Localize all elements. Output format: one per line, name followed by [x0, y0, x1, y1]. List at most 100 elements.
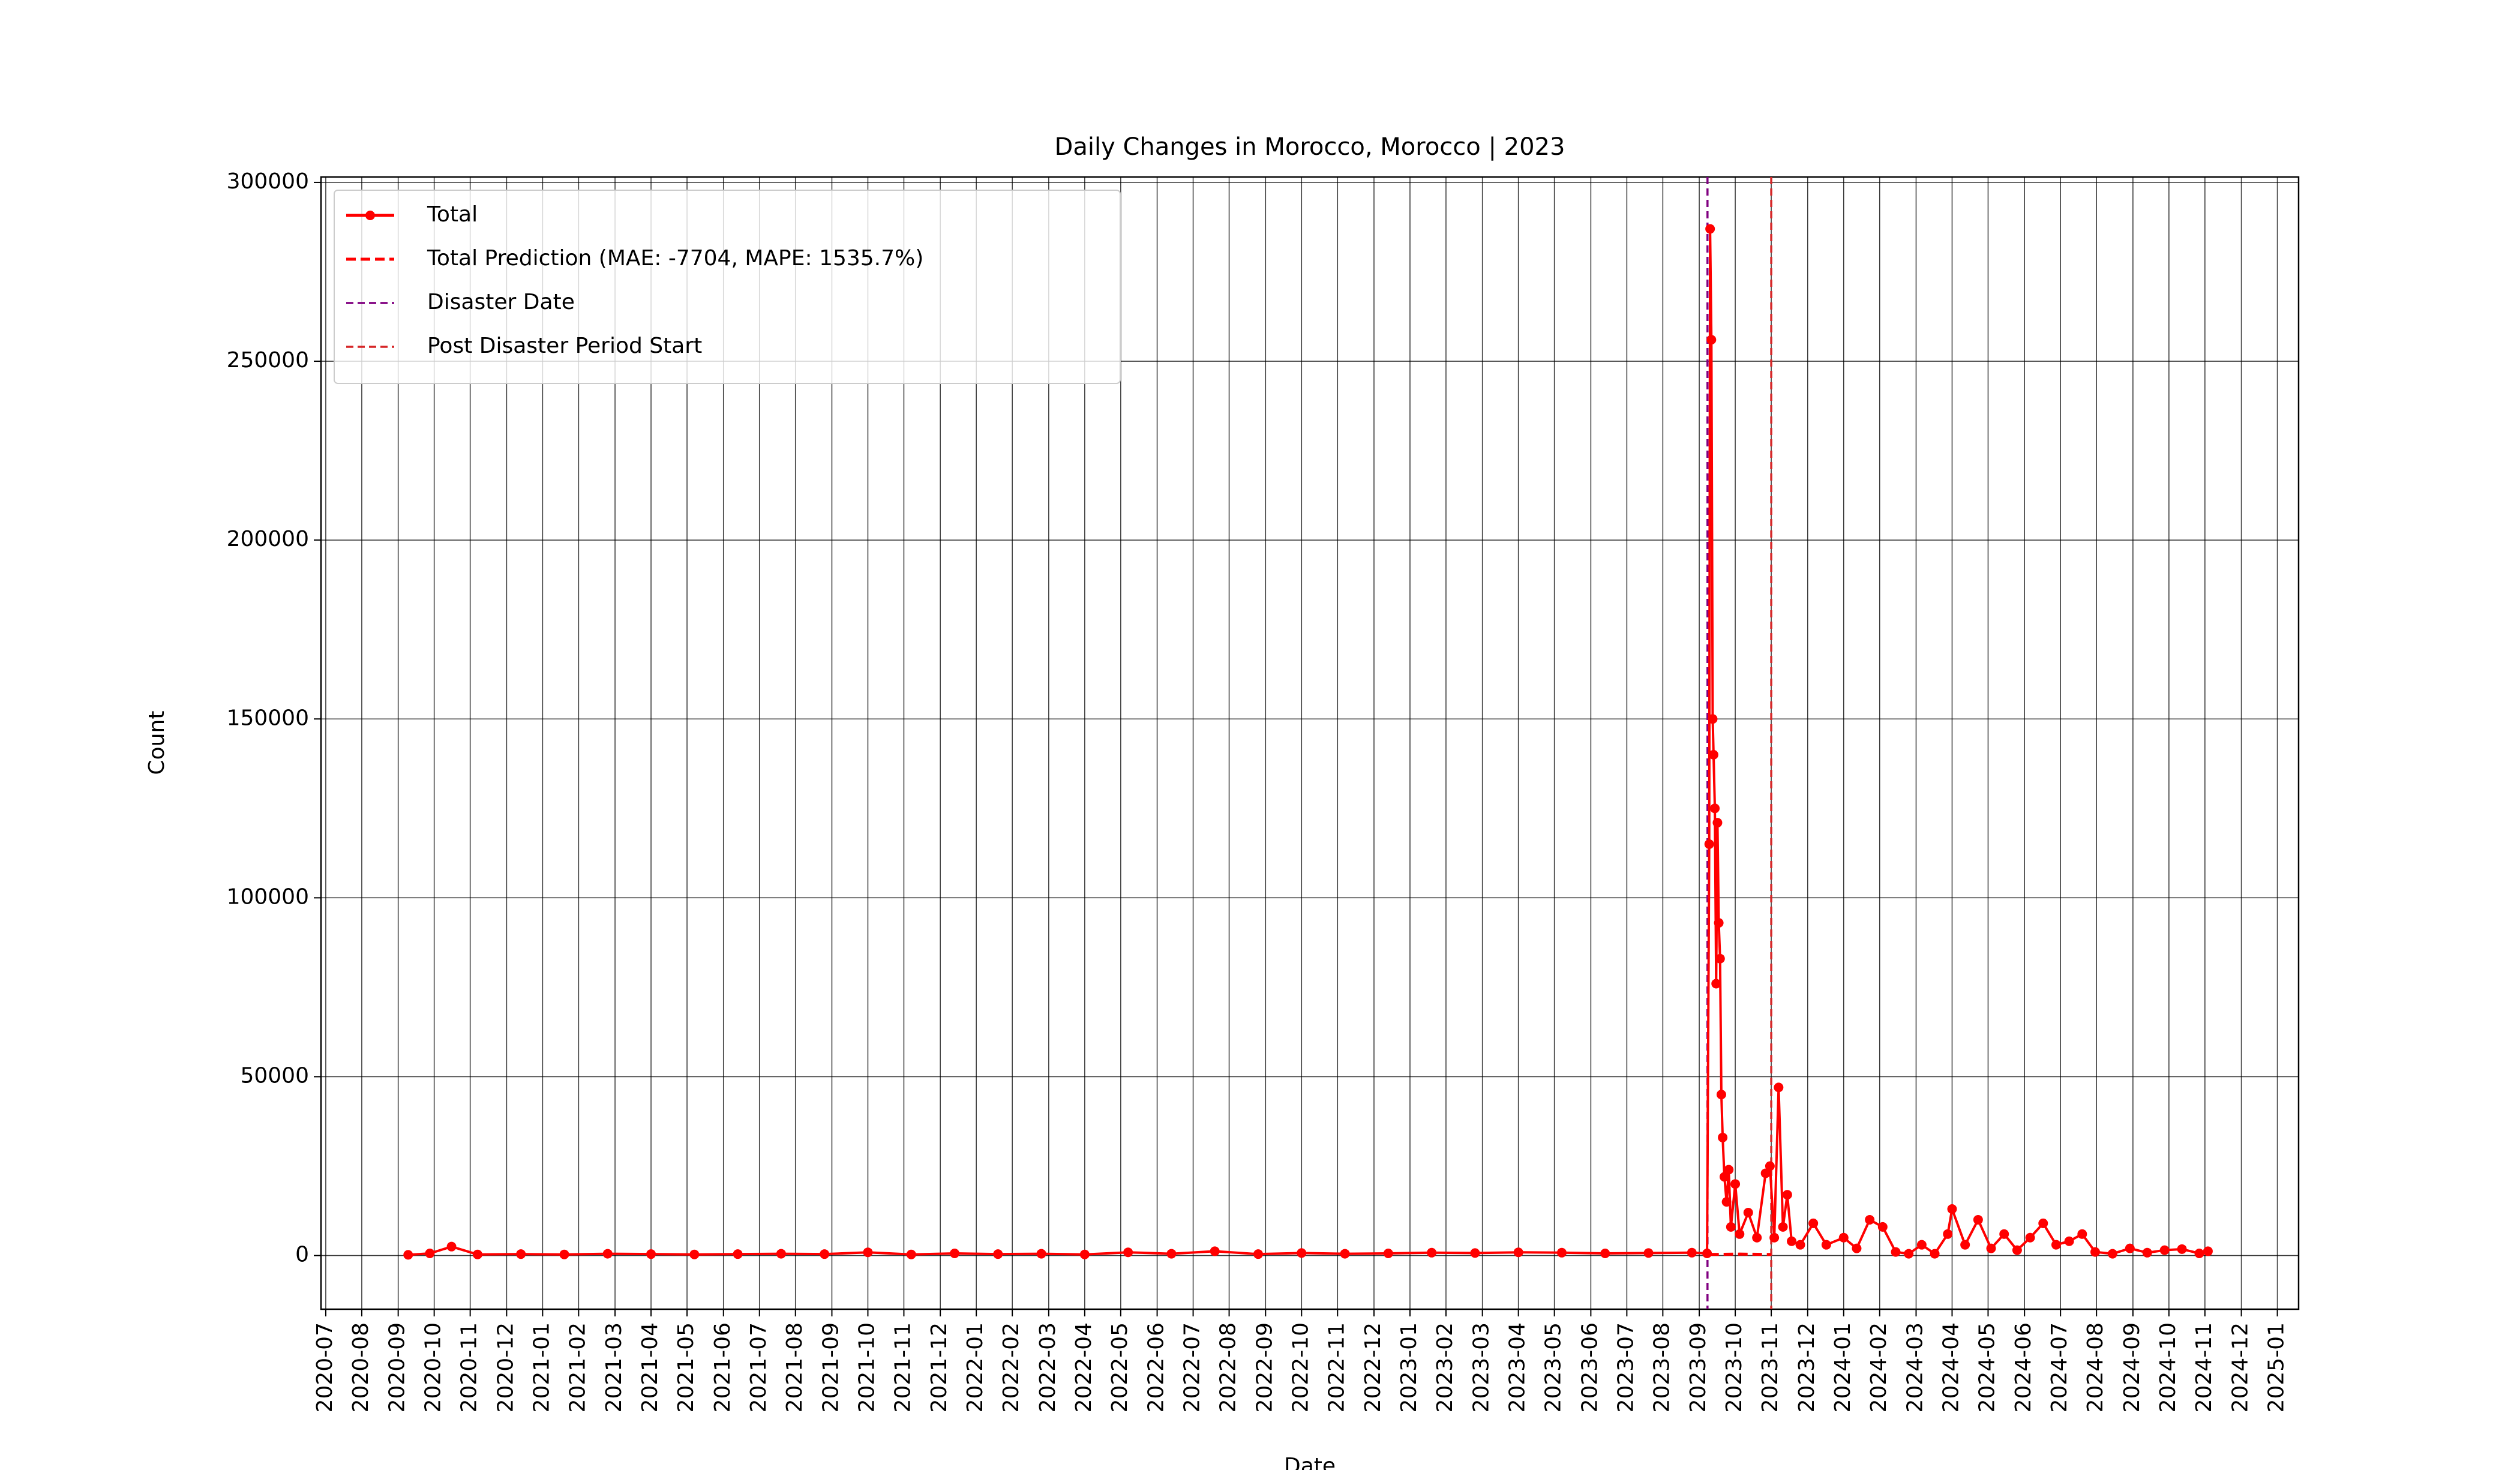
- data-point: [1297, 1248, 1307, 1258]
- x-tick-label: 2024-10: [2156, 1322, 2180, 1412]
- data-point: [1838, 1232, 1849, 1243]
- data-point: [425, 1248, 435, 1258]
- x-tick-label: 2024-01: [1831, 1322, 1855, 1412]
- data-point: [2025, 1232, 2035, 1243]
- x-tick-label: 2022-03: [1036, 1322, 1060, 1412]
- data-point: [906, 1249, 916, 1259]
- x-tick-label: 2023-05: [1541, 1322, 1566, 1412]
- legend-label: Disaster Date: [427, 290, 575, 314]
- data-point: [1036, 1249, 1046, 1259]
- data-point: [1708, 714, 1718, 724]
- data-point: [1973, 1214, 1983, 1225]
- x-tick-label: 2022-08: [1216, 1322, 1241, 1412]
- y-tick-label: 200000: [227, 527, 309, 551]
- x-tick-label: 2021-08: [782, 1322, 807, 1412]
- data-point: [1752, 1232, 1762, 1243]
- x-tick-label: 2021-11: [890, 1322, 915, 1412]
- data-point: [1704, 839, 1714, 849]
- data-point: [2012, 1245, 2022, 1255]
- x-tick-label: 2024-02: [1867, 1322, 1891, 1412]
- x-tick-label: 2020-10: [421, 1322, 446, 1412]
- x-tick-label: 2023-06: [1577, 1322, 1602, 1412]
- x-tick-label: 2023-02: [1433, 1322, 1457, 1412]
- data-point: [403, 1250, 413, 1260]
- plot-frame: [320, 176, 2300, 1310]
- data-point: [1877, 1222, 1888, 1232]
- x-tick-label: 2020-08: [349, 1322, 373, 1412]
- data-point: [1706, 335, 1717, 345]
- x-tick-label: 2022-04: [1072, 1322, 1096, 1412]
- data-point: [1821, 1240, 1831, 1250]
- data-point: [1079, 1249, 1090, 1259]
- data-point: [2142, 1247, 2152, 1258]
- data-point: [1865, 1214, 1875, 1225]
- x-tick-label: 2022-06: [1144, 1322, 1169, 1412]
- x-tick-label: 2020-09: [385, 1322, 410, 1412]
- data-point: [1427, 1247, 1437, 1258]
- x-tick-label: 2024-09: [2120, 1322, 2144, 1412]
- x-tick-label: 2023-11: [1758, 1322, 1783, 1412]
- x-tick-label: 2022-09: [1252, 1322, 1277, 1412]
- series-line: [1709, 1252, 1772, 1256]
- data-point: [1986, 1243, 1996, 1253]
- data-point: [1166, 1249, 1177, 1259]
- data-point: [1782, 1190, 1792, 1200]
- x-tick-label: 2023-09: [1686, 1322, 1711, 1412]
- data-point: [1943, 1229, 1953, 1239]
- data-point: [1947, 1204, 1957, 1214]
- data-point: [2090, 1247, 2101, 1257]
- data-point: [733, 1249, 743, 1259]
- x-tick-label: 2024-08: [2083, 1322, 2108, 1412]
- data-point: [1715, 953, 1725, 964]
- x-tick-label: 2023-03: [1469, 1322, 1494, 1412]
- x-tick-label: 2023-10: [1722, 1322, 1747, 1412]
- y-tick-label: 250000: [227, 348, 309, 373]
- data-point: [1787, 1236, 1797, 1246]
- x-tick-label: 2021-02: [565, 1322, 590, 1412]
- data-point: [1210, 1246, 1220, 1256]
- data-point: [2038, 1218, 2048, 1228]
- x-tick-label: 2021-01: [529, 1322, 554, 1412]
- x-tick-label: 2022-07: [1180, 1322, 1205, 1412]
- x-tick-label: 2023-01: [1397, 1322, 1421, 1412]
- legend-label: Total Prediction (MAE: -7704, MAPE: 1535…: [427, 246, 923, 271]
- x-axis-label: Date: [1284, 1454, 1336, 1470]
- data-point: [1705, 224, 1715, 234]
- data-point: [1340, 1249, 1350, 1259]
- data-point: [1765, 1161, 1775, 1171]
- data-point: [1687, 1247, 1697, 1258]
- data-point: [1735, 1229, 1745, 1239]
- data-point: [1708, 749, 1718, 760]
- legend-box: [334, 190, 1121, 384]
- data-point: [1769, 1232, 1780, 1243]
- x-tick-label: 2021-06: [710, 1322, 735, 1412]
- legend: Total Total Prediction (MAE: -7704, MAPE:…: [334, 190, 1121, 384]
- y-axis-label: Count: [145, 711, 169, 775]
- x-tick-label: 2023-08: [1649, 1322, 1674, 1412]
- data-point: [1712, 818, 1723, 828]
- data-point: [1556, 1247, 1567, 1258]
- data-point: [1383, 1248, 1393, 1258]
- y-tick-label: 0: [295, 1243, 309, 1267]
- x-tick-label: 2022-05: [1108, 1322, 1132, 1412]
- data-point: [2051, 1240, 2061, 1250]
- x-tick-label: 2021-10: [854, 1322, 879, 1412]
- data-point: [2159, 1245, 2170, 1255]
- x-tick-label: 2020-12: [493, 1322, 518, 1412]
- x-tick-label: 2022-11: [1324, 1322, 1349, 1412]
- data-point: [646, 1249, 656, 1259]
- data-point: [689, 1249, 700, 1259]
- data-point: [2107, 1249, 2117, 1259]
- x-tick-label: 2022-12: [1361, 1322, 1385, 1412]
- x-tick-label: 2024-07: [2047, 1322, 2072, 1412]
- x-tick-label: 2020-11: [457, 1322, 482, 1412]
- x-tick-label: 2022-02: [999, 1322, 1024, 1412]
- data-point: [776, 1249, 786, 1259]
- data-point: [1600, 1248, 1610, 1258]
- data-point: [1730, 1179, 1741, 1189]
- data-point: [1720, 1172, 1730, 1182]
- data-point: [1643, 1248, 1654, 1258]
- data-point: [472, 1249, 482, 1259]
- data-point: [1743, 1208, 1753, 1218]
